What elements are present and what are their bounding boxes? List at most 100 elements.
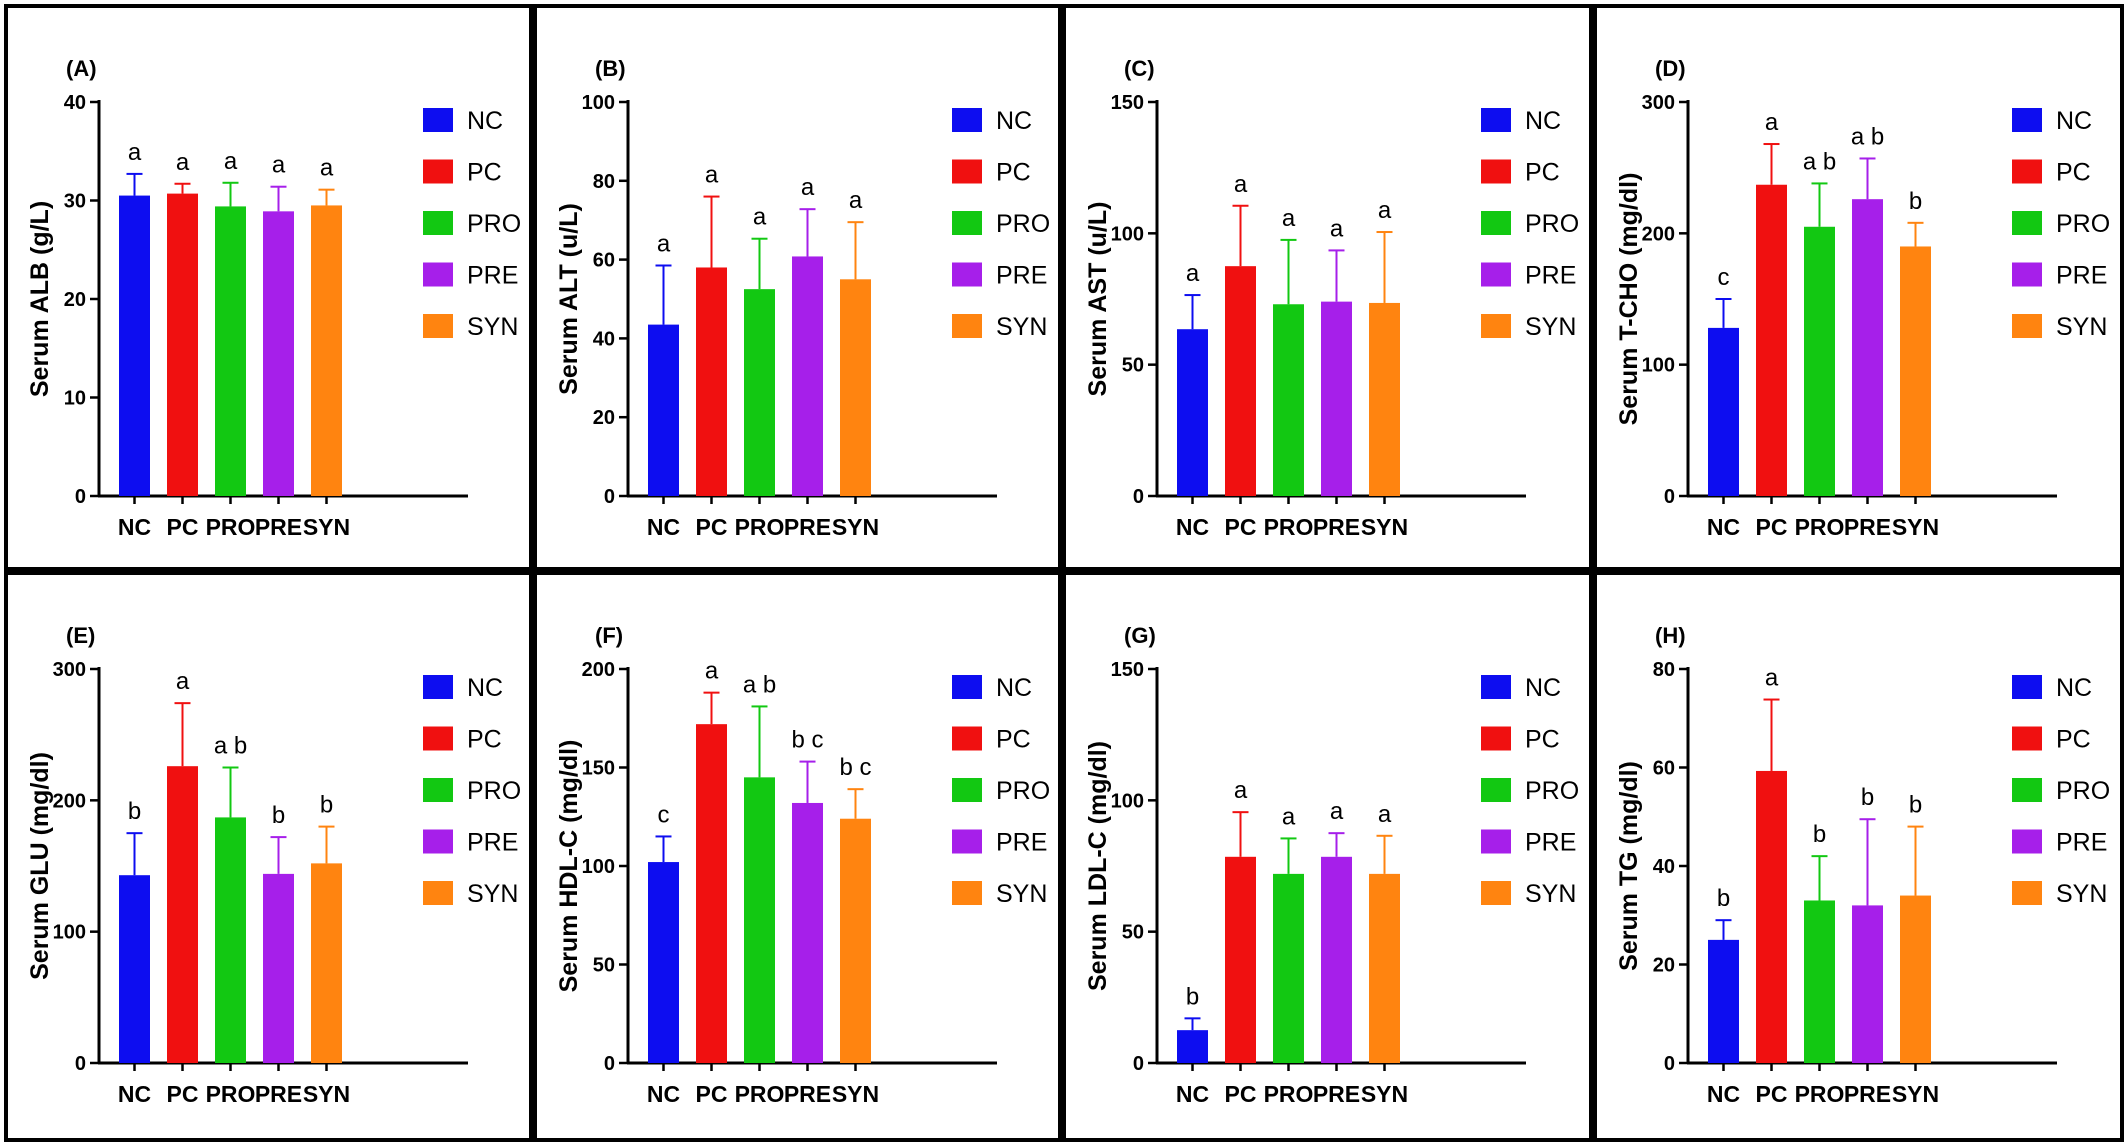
x-tick-label: SYN <box>303 1081 350 1107</box>
legend-swatch-pc <box>1481 726 1511 751</box>
legend-label: SYN <box>1525 880 1576 908</box>
bar-nc <box>1177 1030 1208 1063</box>
y-tick-label: 80 <box>1653 659 1675 681</box>
significance-label: b <box>128 798 141 825</box>
chart-panel-7: (G) Serum LDL-C (mg/dl) 0 50 100 150 b NC a PC a PR… <box>1062 571 1593 1142</box>
significance-label: a <box>849 187 863 214</box>
legend-swatch-pro <box>423 778 453 802</box>
legend-swatch-pre <box>2012 262 2042 287</box>
bar-syn <box>1900 895 1931 1063</box>
y-tick-label: 20 <box>64 289 86 311</box>
y-tick-label: 200 <box>53 790 86 812</box>
legend-swatch-syn <box>2012 314 2042 338</box>
bar-pre <box>1321 301 1352 496</box>
bar-nc <box>1177 329 1208 496</box>
significance-label: b c <box>839 754 871 781</box>
y-tick-label: 100 <box>1111 223 1144 245</box>
y-tick-label: 60 <box>593 250 615 272</box>
y-tick-label: 40 <box>64 92 86 114</box>
x-tick-label: NC <box>1176 514 1209 540</box>
bar-pre <box>792 802 823 1063</box>
bar-pc <box>1225 266 1256 496</box>
x-tick-label: NC <box>118 1081 151 1107</box>
legend-label: PRE <box>2056 262 2107 290</box>
x-tick-label: NC <box>118 514 151 540</box>
significance-label: a <box>128 139 142 166</box>
chart-svg: (C) Serum AST (u/L) 0 50 100 150 a NC a PC a PRO a PR… <box>1084 56 1579 540</box>
x-tick-label: SYN <box>1892 514 1939 540</box>
chart-svg: (B) Serum ALT (u/L) 0 20 40 60 80 100 a NC a PC a PRO… <box>555 56 1050 540</box>
legend-label: PC <box>996 726 1031 754</box>
chart-panel-5: (E) Serum GLU (mg/dl) 0 100 200 300 b NC a PC a b P… <box>4 571 533 1142</box>
x-tick-label: PRO <box>206 1081 256 1107</box>
bar-pre <box>1852 199 1883 497</box>
y-tick-label: 100 <box>582 92 615 114</box>
legend-swatch-pre <box>2012 829 2042 854</box>
legend-label: PRO <box>1525 777 1579 805</box>
legend-label: PRE <box>1525 829 1576 857</box>
panel-label: (D) <box>1655 56 1686 81</box>
x-tick-label: PC <box>167 1081 199 1107</box>
x-tick-label: PRO <box>1795 1081 1845 1107</box>
legend-label: PRE <box>1525 262 1576 290</box>
legend-swatch-nc <box>952 675 982 699</box>
x-tick-label: PRO <box>1264 1081 1314 1107</box>
y-tick-label: 0 <box>1133 486 1144 508</box>
bar-syn <box>1369 302 1400 496</box>
legend-label: PC <box>1525 726 1560 754</box>
y-tick-label: 300 <box>53 659 86 681</box>
bar-syn <box>1900 246 1931 496</box>
significance-label: a b <box>214 733 247 760</box>
y-tick-label: 150 <box>582 758 615 780</box>
bar-syn <box>311 863 342 1063</box>
legend-swatch-pc <box>2012 726 2042 751</box>
legend-swatch-pre <box>1481 829 1511 854</box>
legend-swatch-pre <box>423 829 453 854</box>
bar-pc <box>1756 184 1787 497</box>
legend-label: PC <box>1525 159 1560 187</box>
chart-panel-4: (D) Serum T-CHO (mg/dl) 0 100 200 300 c NC a PC a … <box>1593 4 2124 571</box>
x-tick-label: SYN <box>303 514 350 540</box>
legend-swatch-pro <box>952 778 982 802</box>
x-tick-label: NC <box>647 1081 680 1107</box>
y-tick-label: 100 <box>1111 790 1144 812</box>
significance-label: a <box>705 162 719 189</box>
legend-label: PRE <box>2056 829 2107 857</box>
significance-label: a <box>1282 205 1296 232</box>
x-tick-label: PRE <box>784 1081 831 1107</box>
y-tick-label: 100 <box>582 856 615 878</box>
bar-pre <box>263 873 294 1063</box>
bar-nc <box>1708 939 1739 1063</box>
x-tick-label: NC <box>1707 514 1740 540</box>
x-tick-label: SYN <box>832 1081 879 1107</box>
legend-label: NC <box>1525 107 1561 135</box>
x-tick-label: PRE <box>255 514 302 540</box>
bar-pro <box>215 817 246 1063</box>
significance-label: a <box>801 174 815 201</box>
bar-syn <box>311 205 342 497</box>
legend-label: PRO <box>1525 210 1579 238</box>
legend-label: SYN <box>1525 313 1576 341</box>
significance-label: a <box>1234 171 1248 198</box>
y-tick-label: 100 <box>1642 355 1675 377</box>
legend-swatch-nc <box>2012 108 2042 132</box>
legend-swatch-pro <box>2012 778 2042 802</box>
legend-label: PC <box>467 159 502 187</box>
x-tick-label: PRE <box>255 1081 302 1107</box>
x-tick-label: SYN <box>1361 514 1408 540</box>
x-tick-label: PC <box>1756 1081 1788 1107</box>
chart-svg: (E) Serum GLU (mg/dl) 0 100 200 300 b NC a PC a b P… <box>26 623 521 1107</box>
legend-label: PRE <box>467 829 518 857</box>
significance-label: a <box>1378 801 1392 828</box>
significance-label: a <box>176 668 190 695</box>
legend-label: PRO <box>467 210 521 238</box>
significance-label: c <box>658 801 670 828</box>
y-tick-label: 30 <box>64 191 86 213</box>
significance-label: a <box>1330 215 1344 242</box>
bar-nc <box>648 324 679 496</box>
legend-swatch-syn <box>1481 881 1511 905</box>
y-axis-title: Serum GLU (mg/dl) <box>26 752 54 980</box>
y-tick-label: 200 <box>1642 223 1675 245</box>
significance-label: a <box>320 155 334 182</box>
legend-swatch-pre <box>1481 262 1511 287</box>
